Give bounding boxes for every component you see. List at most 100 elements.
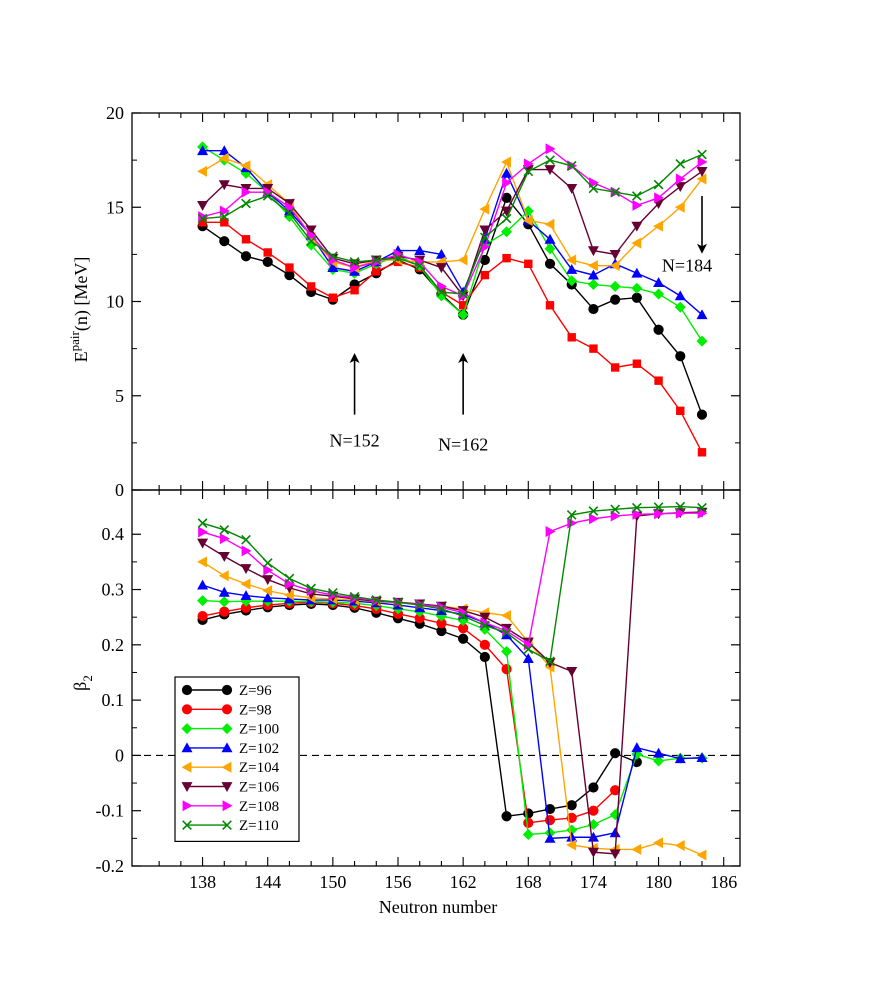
data-point — [653, 277, 665, 288]
data-point — [631, 221, 643, 232]
data-point — [283, 593, 295, 604]
data-point — [589, 344, 598, 353]
plot-frame — [131, 112, 741, 491]
series-z108 — [198, 507, 708, 651]
data-point — [523, 817, 534, 828]
data-point — [566, 666, 578, 677]
data-point — [327, 587, 338, 598]
data-point — [501, 167, 513, 178]
data-point — [587, 260, 598, 272]
data-point — [197, 595, 209, 607]
legend-label: Z=106 — [239, 780, 280, 796]
data-point — [544, 803, 556, 815]
data-point — [458, 289, 469, 299]
data-point — [545, 155, 555, 165]
data-point — [218, 152, 229, 164]
series-z100 — [197, 141, 708, 347]
legend-marker — [181, 704, 193, 715]
data-point — [198, 526, 209, 538]
y-tick-label: 0.2 — [102, 635, 125, 655]
data-point — [414, 245, 426, 256]
data-point — [372, 267, 381, 276]
data-point — [479, 651, 490, 663]
data-point — [501, 156, 511, 168]
data-point — [697, 448, 707, 457]
data-point — [545, 525, 556, 537]
series-line — [202, 146, 703, 342]
data-point — [198, 218, 207, 227]
legend-marker — [181, 761, 192, 773]
data-point — [435, 290, 447, 302]
y-tick-label: -0.2 — [96, 856, 125, 876]
data-point — [284, 573, 295, 584]
data-point — [674, 753, 686, 764]
data-point — [609, 849, 621, 860]
x-axis-title: Neutron number — [379, 897, 497, 917]
legend-label: Z=102 — [239, 741, 279, 757]
data-point — [458, 611, 469, 621]
data-point — [262, 592, 274, 603]
data-point — [631, 267, 643, 278]
series-z108 — [198, 143, 708, 302]
data-point — [501, 629, 513, 640]
data-point — [501, 226, 513, 238]
data-point — [240, 590, 252, 601]
series-z104 — [197, 152, 707, 274]
legend-marker — [221, 782, 233, 792]
data-point — [458, 633, 469, 644]
data-point — [653, 755, 665, 767]
x-tick-label: 156 — [385, 872, 412, 892]
data-point — [674, 840, 685, 852]
data-point — [218, 551, 230, 562]
data-point — [544, 243, 556, 255]
data-point — [587, 269, 599, 280]
annotation-label: N=152 — [329, 431, 379, 451]
legend-marker — [181, 723, 193, 735]
data-point — [479, 203, 490, 215]
data-point — [457, 309, 469, 321]
data-point — [653, 747, 665, 758]
data-point — [262, 256, 273, 268]
data-point — [610, 510, 621, 522]
data-point — [696, 173, 707, 185]
data-point — [306, 583, 317, 594]
data-point — [654, 192, 665, 204]
data-point — [349, 265, 361, 276]
legend-box — [174, 676, 300, 842]
y-tick-label: 0.3 — [102, 580, 125, 600]
y-tick-label: 0 — [115, 745, 124, 765]
data-point — [588, 805, 599, 816]
data-point — [457, 254, 468, 266]
data-point — [567, 333, 576, 342]
data-point — [522, 653, 534, 664]
data-point — [218, 596, 230, 608]
data-point — [219, 533, 230, 545]
data-point — [327, 262, 339, 272]
data-point — [566, 831, 578, 842]
data-point — [218, 586, 230, 597]
series-z104 — [197, 556, 707, 861]
y-axis-title-bottom: β2 — [70, 675, 95, 691]
data-point — [610, 748, 621, 759]
data-point — [609, 827, 621, 838]
data-point — [587, 831, 599, 842]
annotation-label: N=184 — [662, 255, 712, 275]
data-point — [262, 184, 274, 194]
x-tick-label: 174 — [580, 872, 607, 892]
data-point — [436, 604, 447, 614]
data-point — [436, 287, 447, 297]
data-point — [197, 556, 207, 568]
data-point — [283, 205, 295, 216]
data-point — [285, 263, 294, 272]
data-point — [588, 183, 599, 194]
legend-entry: Z=108 — [182, 799, 279, 815]
y-tick-label: -0.1 — [96, 801, 125, 821]
series-line — [202, 196, 703, 415]
data-point — [197, 518, 208, 529]
data-point — [675, 507, 686, 519]
data-point — [371, 255, 382, 265]
y-tick-label: 0 — [115, 480, 124, 500]
x-tick-label: 162 — [450, 872, 477, 892]
data-point — [632, 359, 642, 368]
data-point — [262, 575, 274, 586]
